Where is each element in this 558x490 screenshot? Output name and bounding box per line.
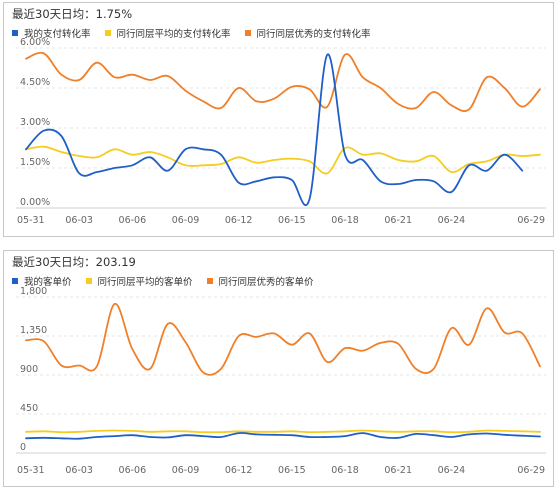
x-tick-label: 06-03 — [65, 215, 93, 226]
x-tick-label: 06-06 — [119, 215, 147, 226]
legend-swatch — [85, 278, 92, 284]
series-line — [25, 432, 541, 440]
series-line — [25, 302, 541, 376]
legend-swatch — [244, 30, 251, 36]
x-tick-label: 06-09 — [172, 465, 200, 476]
avg-order-value-panel: 最近30天日均：203.19 我的客单价 同行同层平均的客单价 同行同层优秀的客… — [3, 250, 554, 487]
legend-swatch — [206, 278, 213, 284]
y-tick-label: 0 — [20, 442, 26, 453]
series-line — [25, 53, 524, 207]
x-tick-label: 06-12 — [225, 215, 253, 226]
x-tick-label: 06-06 — [119, 465, 147, 476]
x-tick-label: 05-31 — [17, 215, 45, 226]
legend-swatch — [12, 30, 18, 36]
x-tick-label: 06-21 — [384, 215, 412, 226]
x-tick-label: 06-29 — [517, 465, 545, 476]
legend-item-average[interactable]: 同行同层平均的客单价 — [85, 274, 193, 288]
legend-label: 同行同层优秀的支付转化率 — [256, 29, 371, 40]
x-tick-label: 06-12 — [225, 465, 253, 476]
x-tick-label: 06-15 — [278, 215, 306, 226]
chart-title: 最近30天日均：203.19 — [12, 255, 136, 269]
y-tick-label: 6.00% — [20, 37, 50, 48]
legend-label: 我的支付转化率 — [24, 29, 91, 40]
x-tick-label: 06-24 — [438, 215, 466, 226]
avg-order-value-chart: 0 450 900 1,350 1,800 05-31 06-03 06-06 06-09 06-… — [16, 286, 546, 476]
chart-legend: 我的客单价 同行同层平均的客单价 同行同层优秀的客单价 — [12, 274, 328, 288]
y-tick-label: 450 — [20, 403, 38, 414]
x-tick-label: 06-21 — [384, 465, 412, 476]
legend-item-excellent[interactable]: 同行同层优秀的支付转化率 — [244, 26, 371, 40]
y-tick-label: 4.50% — [20, 77, 50, 88]
x-tick-label: 06-18 — [331, 215, 359, 226]
y-tick-label: 900 — [20, 364, 38, 375]
x-tick-label: 06-29 — [517, 215, 545, 226]
chart-legend: 我的支付转化率 同行同层平均的支付转化率 同行同层优秀的支付转化率 — [12, 26, 385, 40]
y-tick-label: 0.00% — [20, 197, 50, 208]
x-tick-label: 06-24 — [438, 465, 466, 476]
legend-swatch — [12, 278, 18, 284]
x-tick-label: 06-09 — [172, 215, 200, 226]
y-tick-label: 1,800 — [20, 286, 47, 297]
y-tick-label: 3.00% — [20, 117, 50, 128]
conversion-rate-panel: 最近30天日均：1.75% 我的支付转化率 同行同层平均的支付转化率 同行同层优… — [3, 2, 554, 237]
legend-label: 同行同层平均的客单价 — [97, 277, 193, 288]
y-tick-label: 1.50% — [20, 157, 50, 168]
series-line — [25, 145, 541, 175]
series-line — [25, 51, 541, 112]
y-tick-label: 1,350 — [20, 325, 47, 336]
x-tick-label: 06-18 — [331, 465, 359, 476]
x-tick-label: 06-03 — [65, 465, 93, 476]
x-tick-label: 05-31 — [17, 465, 45, 476]
legend-item-my[interactable]: 我的客单价 — [12, 274, 72, 288]
legend-swatch — [104, 30, 111, 36]
x-tick-label: 06-15 — [278, 465, 306, 476]
legend-label: 同行同层平均的支付转化率 — [116, 29, 231, 40]
conversion-rate-chart: 0.00% 1.50% 3.00% 4.50% 6.00% 05-31 06-03 06-06… — [16, 37, 546, 226]
series-line — [25, 429, 541, 434]
legend-item-average[interactable]: 同行同层平均的支付转化率 — [104, 26, 231, 40]
legend-item-my[interactable]: 我的支付转化率 — [12, 26, 91, 40]
legend-label: 同行同层优秀的客单价 — [218, 277, 314, 288]
chart-title: 最近30天日均：1.75% — [12, 7, 133, 21]
legend-label: 我的客单价 — [24, 277, 72, 288]
legend-item-excellent[interactable]: 同行同层优秀的客单价 — [206, 274, 314, 288]
